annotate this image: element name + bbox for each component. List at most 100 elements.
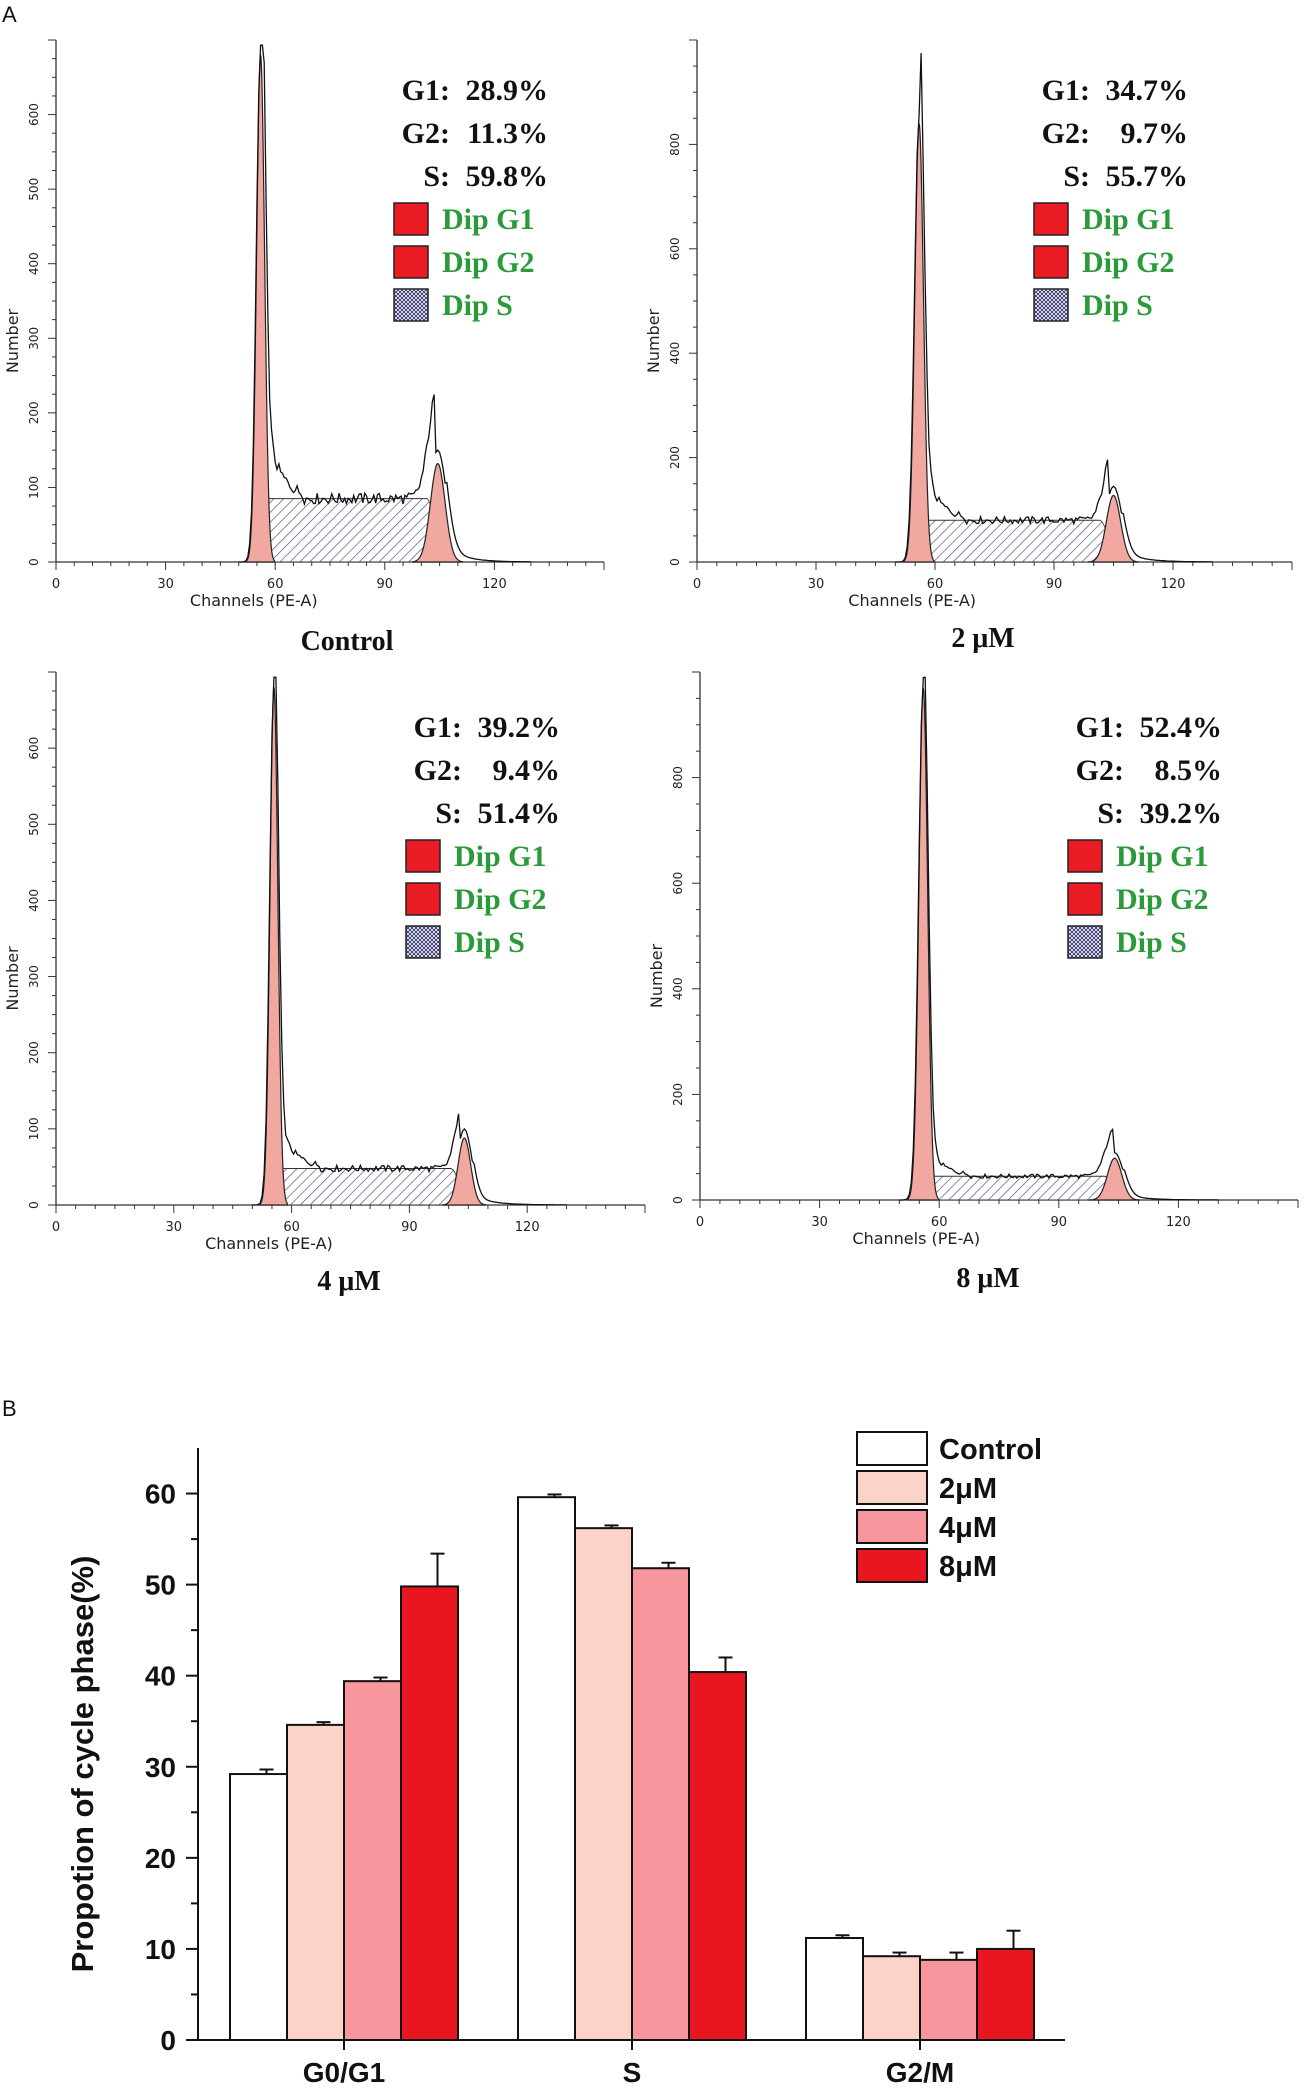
dip-s-region [256,498,441,563]
y-tick-label: 600 [671,872,685,895]
annotation-value-g2: 9.4% [493,754,561,787]
y-tick-label: 400 [27,252,41,275]
legend-swatch [393,202,429,236]
annotation-value-g1: 52.4% [1140,711,1223,744]
x-tick-label: 120 [1166,1215,1191,1230]
legend-label: 2μM [939,1473,997,1505]
legend-label: Dip S [454,926,525,959]
condition-label: 4 μM [317,1266,380,1297]
histogram-2um: 0 30 60 90 120 0 200 400 600 800 Channels (PE-A) Nu… [644,39,1293,654]
legend-label: 4μM [939,1512,997,1544]
y-tick-label: 600 [27,737,41,760]
annotation-label-s: S: [1063,160,1090,193]
y-axis-label: Number [3,308,22,373]
y-tick-label: 30 [145,1752,176,1783]
legend-swatch [405,839,441,873]
x-tick-label: 30 [166,1220,183,1235]
bar-2μm-g0g1 [286,1723,345,2042]
y-tick-label: 200 [671,1083,685,1106]
legend-swatch [393,288,429,322]
bar-8μm-g2m [976,1947,1035,2042]
raw-histogram-line [238,44,531,563]
x-tick-label: G2/M [886,2057,954,2088]
legend-swatch [405,882,441,916]
y-axis-label: Number [647,943,666,1008]
dip-g1-peak [903,123,936,563]
y-tick-label: 0 [27,558,41,566]
x-tick-label: 0 [693,577,701,592]
x-tick-label: 0 [52,577,60,592]
y-tick-label: 0 [671,1196,685,1204]
annotation-value-s: 59.8% [466,160,549,193]
panel-label-b: B [2,1396,17,1421]
x-axis-label: Channels (PE-A) [190,591,318,610]
bar-chart-cycle-phase: 0 10 20 30 40 50 60 Propotion of cycle phase(%)… [65,1431,1065,2088]
histogram-control: 0 30 60 90 120 0 100 200 300 400 500 600 Channels (P… [3,39,605,657]
y-tick-label: 200 [27,401,41,424]
x-tick-label: 120 [1161,577,1186,592]
y-tick-label: 0 [27,1201,41,1209]
condition-label: 8 μM [956,1263,1019,1294]
annotation-label-g1: G1: [402,74,450,107]
condition-label: 2 μM [951,623,1014,654]
y-tick-label: 40 [145,1661,176,1692]
x-tick-label: 60 [283,1220,300,1235]
y-tick-label: 600 [668,237,682,260]
annotation-value-g1: 28.9% [466,74,549,107]
dip-g2-peak [1088,1157,1140,1201]
x-tick-label: 30 [811,1215,828,1230]
x-tick-label: 0 [696,1215,704,1230]
x-axis-label: Channels (PE-A) [848,591,976,610]
bar-4μm-g0g1 [343,1680,402,2042]
annotation-label-s: S: [423,160,450,193]
legend-label: Dip G2 [1082,246,1175,279]
annotation-value-g1: 39.2% [478,711,561,744]
x-tick-label: 90 [377,577,394,592]
y-tick-label: 600 [27,103,41,126]
y-tick-label: 10 [145,1934,176,1965]
y-tick-label: 300 [27,327,41,350]
y-tick-label: 100 [27,476,41,499]
annotation-value-g2: 9.7% [1121,117,1189,150]
annotation-label-g1: G1: [1076,711,1124,744]
legend-swatch [1033,202,1069,236]
legend-label: Dip G1 [1116,840,1209,873]
legend-swatch [1067,882,1103,916]
y-tick-label: 500 [27,813,41,836]
y-tick-label: 200 [668,446,682,469]
dip-s-region [914,519,1115,563]
annotation-label-g2: G2: [414,754,462,787]
legend-swatch [1067,839,1103,873]
y-tick-label: 500 [27,178,41,201]
x-tick-label: S [623,2057,642,2088]
y-tick-label: 20 [145,1843,176,1874]
annotation-label-g1: G1: [1042,74,1090,107]
x-tick-label: 120 [482,577,507,592]
x-tick-label: 120 [515,1220,540,1235]
raw-histogram-line [899,676,1219,1201]
y-tick-label: 200 [27,1041,41,1064]
histogram-8um: 0 30 60 90 120 0 200 400 600 800 Channels (PE-A) Nu… [647,671,1299,1294]
x-tick-label: 60 [267,577,284,592]
legend-label: Dip G1 [1082,203,1175,236]
bar-2μm-s [574,1527,633,2041]
legend-swatch [856,1470,928,1505]
annotation-value-g2: 11.3% [467,117,548,150]
annotation-value-s: 39.2% [1140,797,1223,830]
legend-label: Dip G1 [442,203,535,236]
annotation-value-s: 55.7% [1106,160,1189,193]
raw-histogram-line [252,676,567,1206]
legend-swatch [856,1548,928,1583]
x-tick-label: 90 [1051,1215,1068,1230]
bar-8μm-g0g1 [400,1585,459,2041]
annotation-label-g2: G2: [402,117,450,150]
y-tick-label: 300 [27,965,41,988]
y-tick-label: 800 [668,133,682,156]
y-tick-label: 0 [160,2025,176,2056]
legend-label: 8μM [939,1551,997,1583]
y-tick-label: 400 [668,342,682,365]
legend-label: Dip G2 [454,883,547,916]
x-tick-label: 0 [52,1220,60,1235]
condition-label: Control [301,626,394,657]
dip-g2-peak [441,1137,487,1206]
